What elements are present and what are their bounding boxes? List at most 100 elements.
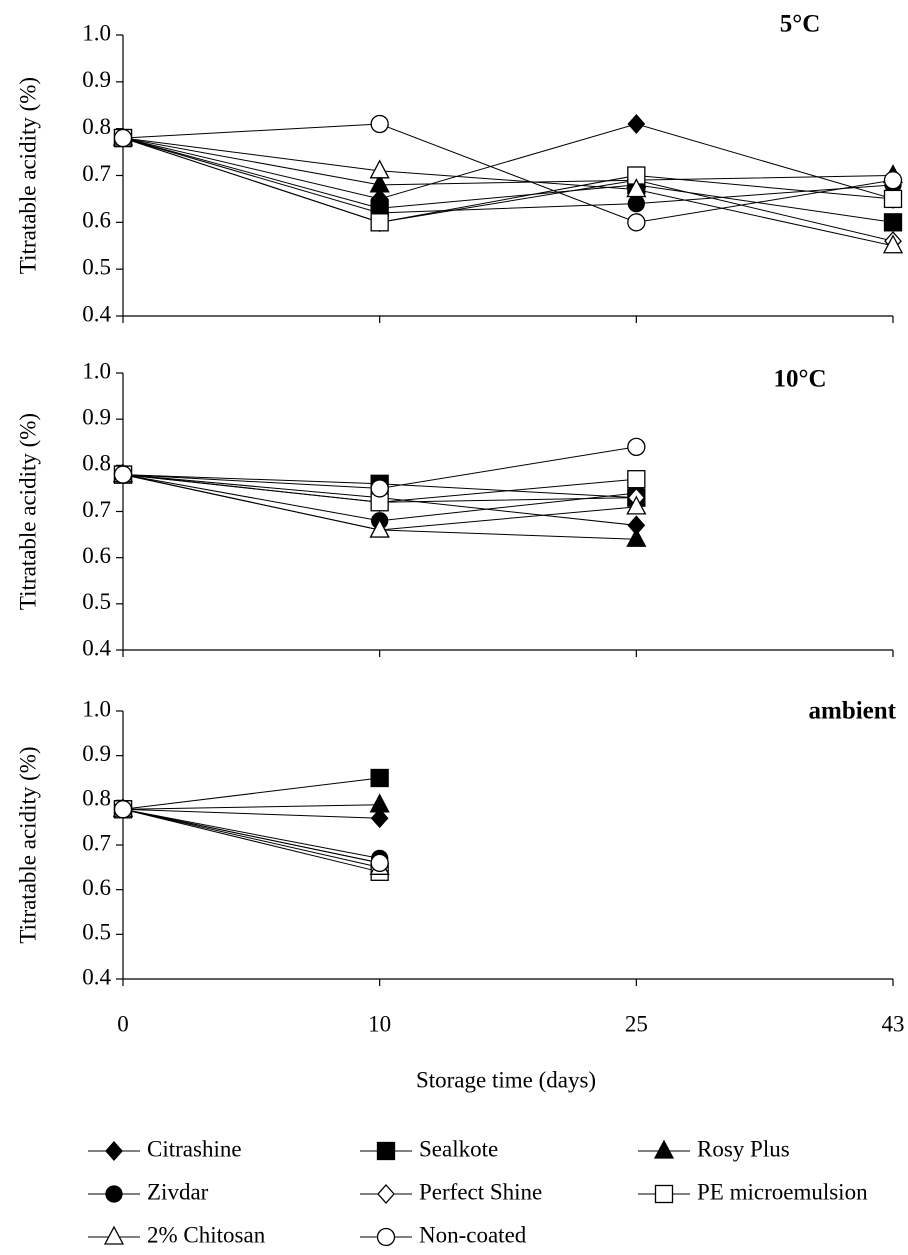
series-line — [122, 137, 894, 223]
marker — [369, 159, 390, 179]
legend-label: Citrashine — [147, 1136, 242, 1161]
marker — [883, 189, 903, 209]
marker — [653, 1139, 675, 1159]
marker — [113, 465, 133, 484]
y-tick-label: 0.4 — [82, 964, 111, 989]
panel-title: 10°C — [773, 366, 826, 393]
marker — [369, 518, 390, 538]
y-tick-label: 0.5 — [82, 920, 111, 945]
y-tick-label: 1.0 — [82, 696, 111, 721]
marker — [105, 1141, 123, 1161]
legend-label: PE microemulsion — [697, 1179, 868, 1204]
series — [122, 808, 380, 819]
series-line — [122, 137, 894, 214]
marker — [370, 114, 389, 134]
series-line — [122, 137, 894, 223]
series — [122, 123, 894, 223]
y-tick-label: 0.7 — [82, 497, 111, 522]
series-line — [122, 808, 380, 859]
panel-title: ambient — [809, 698, 897, 725]
marker — [883, 213, 903, 232]
marker — [626, 495, 647, 515]
series — [122, 777, 380, 810]
series-line — [122, 808, 380, 864]
legend-label: Rosy Plus — [697, 1136, 790, 1161]
y-tick-label: 0.9 — [82, 741, 111, 766]
x-tick-label: 25 — [625, 1011, 648, 1036]
x-tick-label: 0 — [117, 1011, 129, 1036]
legend-label: Perfect Shine — [419, 1179, 542, 1204]
y-tick-label: 0.4 — [82, 301, 111, 326]
y-tick-label: 0.5 — [82, 254, 111, 279]
series-line — [122, 808, 380, 819]
marker — [627, 470, 646, 489]
series-line — [122, 137, 894, 242]
series — [122, 804, 380, 810]
y-tick-label: 0.4 — [82, 635, 111, 660]
series-line — [122, 123, 894, 223]
y-tick-label: 0.8 — [82, 786, 111, 811]
marker — [370, 768, 389, 788]
series — [122, 137, 894, 242]
marker — [654, 1184, 674, 1204]
marker — [626, 527, 647, 547]
y-tick-label: 0.6 — [82, 208, 111, 233]
marker — [113, 800, 133, 819]
legend-item: Citrashine — [88, 1136, 242, 1161]
x-tick-label: 10 — [368, 1011, 391, 1036]
legend-item: Sealkote — [360, 1136, 498, 1161]
marker — [370, 853, 389, 873]
y-tick-label: 0.7 — [82, 830, 111, 855]
legend-item: 2% Chitosan — [88, 1222, 266, 1247]
series — [122, 808, 380, 864]
series-line — [122, 137, 894, 247]
marker — [376, 1141, 396, 1161]
legend-label: Zivdar — [147, 1179, 209, 1204]
series-line — [122, 804, 380, 810]
marker — [113, 128, 133, 148]
legend-label: 2% Chitosan — [147, 1222, 266, 1247]
y-tick-label: 1.0 — [82, 358, 111, 383]
y-tick-label: 0.6 — [82, 543, 111, 568]
marker — [883, 171, 903, 190]
marker — [627, 213, 646, 232]
marker — [627, 194, 645, 213]
series-line — [122, 808, 380, 873]
legend-item: PE microemulsion — [638, 1179, 868, 1204]
y-tick-label: 0.9 — [82, 404, 111, 429]
series — [122, 137, 894, 186]
x-tick-label: 43 — [882, 1011, 905, 1036]
series-line — [122, 777, 380, 810]
legend-item: Non-coated — [360, 1222, 527, 1247]
marker — [103, 1225, 125, 1245]
marker — [376, 1227, 396, 1247]
series-line — [122, 808, 380, 868]
series-line — [122, 123, 894, 200]
marker — [370, 808, 389, 829]
y-axis-label: Titratable acidity (%) — [15, 77, 40, 274]
series — [122, 137, 894, 247]
y-tick-label: 0.9 — [82, 67, 111, 92]
panel-title: 5°C — [780, 11, 821, 38]
series — [122, 123, 894, 200]
y-axis-label: Titratable acidity (%) — [15, 413, 40, 610]
y-tick-label: 1.0 — [82, 20, 111, 45]
series — [122, 808, 380, 868]
marker — [370, 479, 389, 498]
legend-item: Perfect Shine — [360, 1179, 542, 1204]
y-tick-label: 0.5 — [82, 589, 111, 614]
marker — [627, 114, 646, 134]
marker — [369, 173, 390, 193]
marker — [626, 178, 647, 198]
series — [122, 137, 894, 214]
legend-item: Zivdar — [88, 1179, 209, 1204]
x-axis-label: Storage time (days) — [416, 1067, 596, 1092]
y-axis-label: Titratable acidity (%) — [15, 746, 40, 943]
y-tick-label: 0.8 — [82, 451, 111, 476]
series — [122, 808, 380, 873]
series-line — [122, 137, 894, 186]
series — [122, 808, 380, 859]
series — [122, 137, 894, 223]
